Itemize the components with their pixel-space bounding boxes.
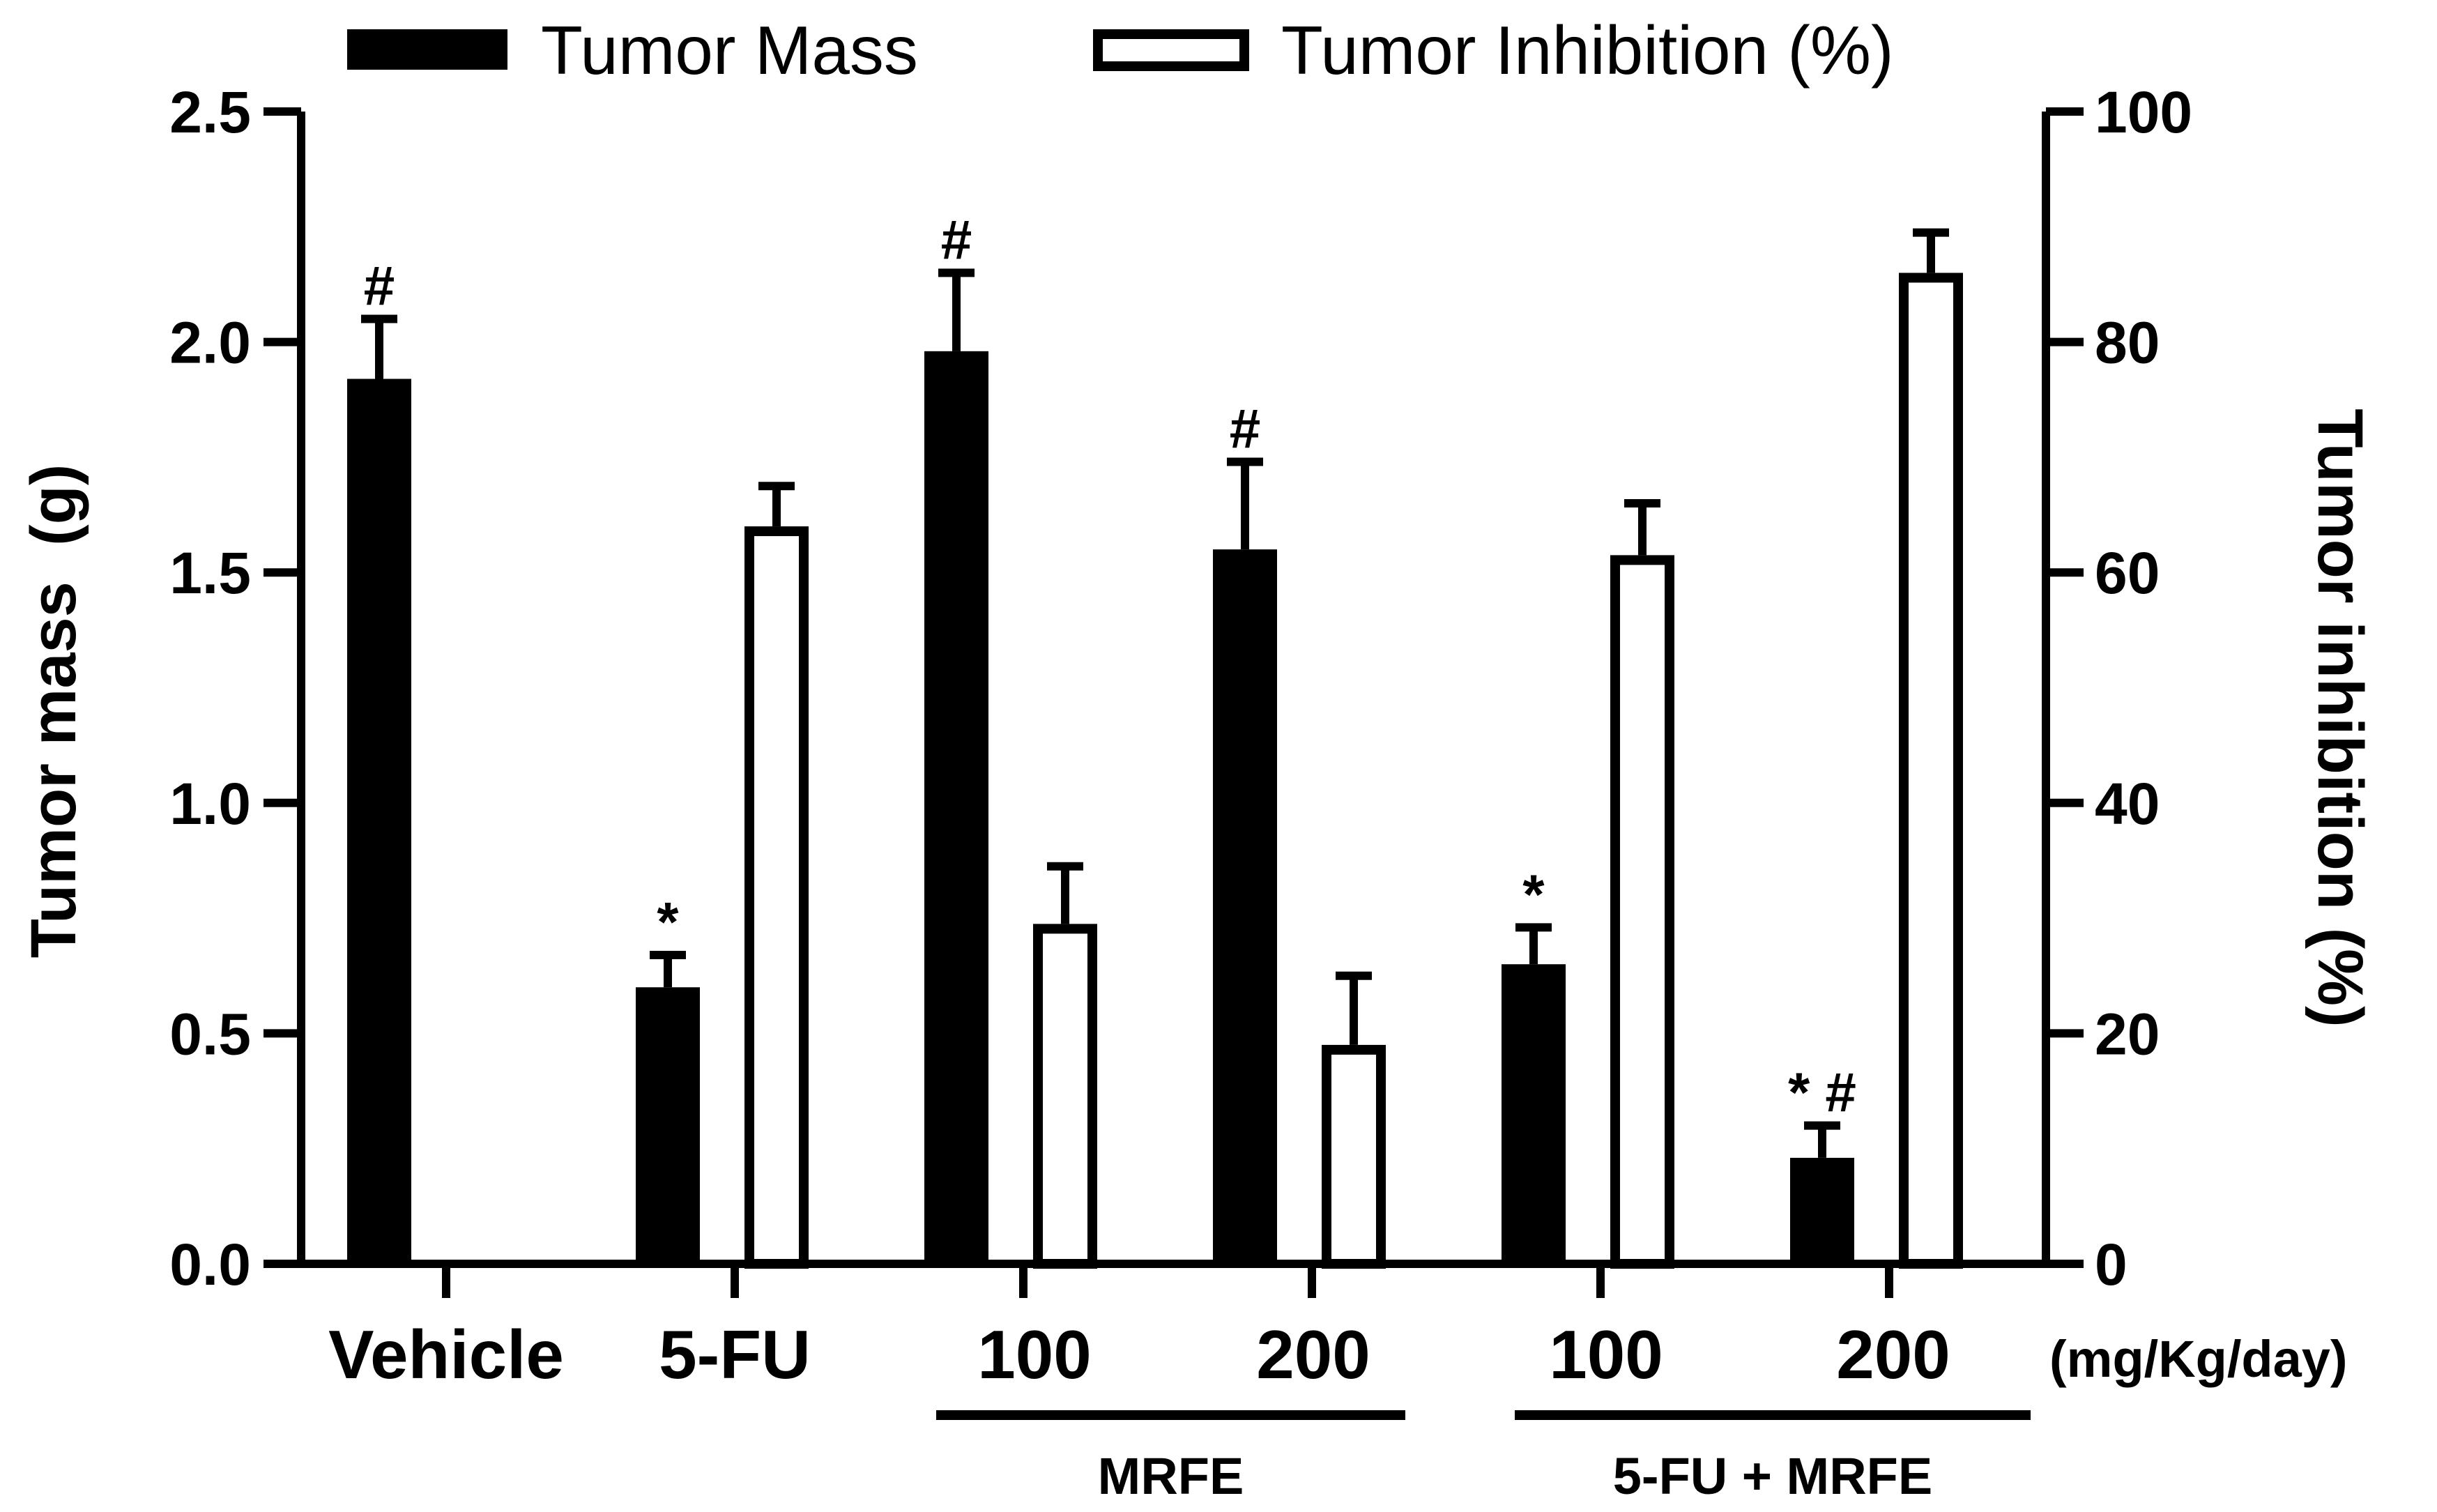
right-tick-label: 20 bbox=[2095, 1001, 2160, 1067]
right-tick-label: 60 bbox=[2095, 540, 2160, 606]
legend-label-inhibition: Tumor Inhibition (%) bbox=[1281, 12, 1894, 89]
significance-marker: * bbox=[657, 891, 679, 953]
mass-bar bbox=[1502, 964, 1566, 1264]
right-tick-label: 80 bbox=[2095, 310, 2160, 376]
inhibition-bar bbox=[1899, 273, 1963, 1269]
inhibition-bar bbox=[744, 526, 809, 1269]
mass-bar bbox=[636, 987, 700, 1264]
group-labels: MRFE 5-FU + MRFE bbox=[936, 1410, 2031, 1505]
category-labels: Vehicle 5-FU 100 200 100 200 bbox=[328, 1316, 1950, 1393]
right-tick-label: 0 bbox=[2095, 1232, 2127, 1297]
inhibition-bar bbox=[1033, 924, 1097, 1269]
unit-label: (mg/Kg/day) bbox=[2049, 1330, 2348, 1388]
left-tick-label: 2.0 bbox=[169, 310, 251, 376]
significance-marker: * bbox=[1522, 863, 1545, 925]
significance-marker: # bbox=[364, 255, 395, 317]
right-tick-label: 40 bbox=[2095, 771, 2160, 837]
mass-bar bbox=[1213, 549, 1277, 1264]
legend-swatch-mass bbox=[347, 29, 507, 70]
legend: Tumor Mass Tumor Inhibition (%) bbox=[347, 12, 1894, 89]
category-label: 100 bbox=[977, 1316, 1092, 1393]
category-label: Vehicle bbox=[328, 1316, 564, 1393]
legend-label-mass: Tumor Mass bbox=[541, 12, 918, 89]
left-axis-label: Tumor mass (g) bbox=[18, 464, 89, 959]
significance-marker: # bbox=[941, 208, 972, 270]
left-tick-label: 1.5 bbox=[169, 540, 251, 606]
left-tick-label: 2.5 bbox=[169, 79, 251, 145]
significance-marker: * # bbox=[1788, 1062, 1856, 1124]
right-axis-label: Tumor inhibition (%) bbox=[2305, 408, 2376, 1027]
legend-swatch-inhibition bbox=[1093, 29, 1249, 71]
mass-bar bbox=[347, 379, 411, 1264]
group-label: 5-FU + MRFE bbox=[1613, 1447, 1932, 1505]
mass-bar bbox=[924, 351, 988, 1265]
mass-bar bbox=[1790, 1157, 1854, 1264]
left-tick-label: 0.0 bbox=[169, 1232, 251, 1297]
right-axis-ticks: 0 20 40 60 80 100 bbox=[2046, 79, 2192, 1297]
group-label: MRFE bbox=[1098, 1447, 1244, 1505]
x-axis-ticks bbox=[442, 1264, 1893, 1298]
category-label: 200 bbox=[1836, 1316, 1950, 1393]
category-label: 200 bbox=[1256, 1316, 1370, 1393]
inhibition-bar bbox=[1610, 555, 1674, 1269]
right-tick-label: 100 bbox=[2095, 79, 2192, 145]
left-tick-label: 0.5 bbox=[169, 1001, 251, 1067]
left-axis-ticks: 0.0 0.5 1.0 1.5 2.0 2.5 bbox=[169, 79, 301, 1297]
inhibition-bar bbox=[1322, 1044, 1386, 1269]
category-label: 5-FU bbox=[659, 1316, 811, 1393]
left-tick-label: 1.0 bbox=[169, 771, 251, 837]
category-label: 100 bbox=[1549, 1316, 1663, 1393]
bars: # * # # * * # bbox=[347, 208, 1963, 1269]
significance-marker: # bbox=[1230, 398, 1261, 460]
